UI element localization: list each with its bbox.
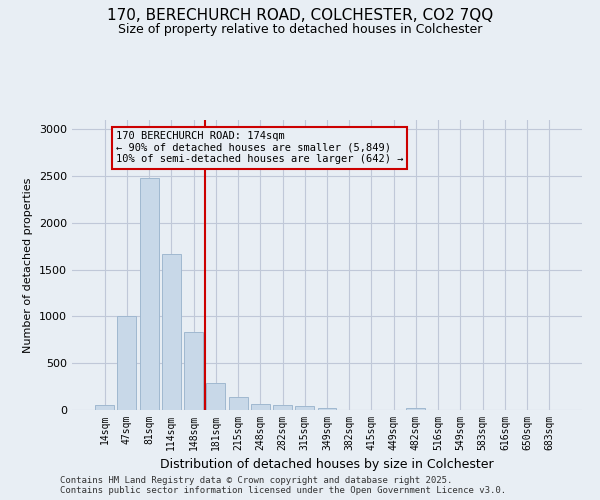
- Bar: [95, 405, 114, 410]
- Bar: [184, 332, 203, 410]
- Text: Size of property relative to detached houses in Colchester: Size of property relative to detached ho…: [118, 22, 482, 36]
- Bar: [229, 397, 248, 410]
- Text: 170 BERECHURCH ROAD: 174sqm
← 90% of detached houses are smaller (5,849)
10% of : 170 BERECHURCH ROAD: 174sqm ← 90% of det…: [116, 131, 403, 164]
- Bar: [140, 178, 158, 410]
- Bar: [273, 405, 292, 410]
- Bar: [251, 404, 270, 410]
- Text: Contains HM Land Registry data © Crown copyright and database right 2025.: Contains HM Land Registry data © Crown c…: [60, 476, 452, 485]
- X-axis label: Distribution of detached houses by size in Colchester: Distribution of detached houses by size …: [160, 458, 494, 471]
- Bar: [317, 408, 337, 410]
- Bar: [295, 406, 314, 410]
- Bar: [206, 383, 225, 410]
- Text: 170, BERECHURCH ROAD, COLCHESTER, CO2 7QQ: 170, BERECHURCH ROAD, COLCHESTER, CO2 7Q…: [107, 8, 493, 22]
- Bar: [162, 254, 181, 410]
- Text: Contains public sector information licensed under the Open Government Licence v3: Contains public sector information licen…: [60, 486, 506, 495]
- Y-axis label: Number of detached properties: Number of detached properties: [23, 178, 34, 352]
- Bar: [406, 408, 425, 410]
- Bar: [118, 316, 136, 410]
